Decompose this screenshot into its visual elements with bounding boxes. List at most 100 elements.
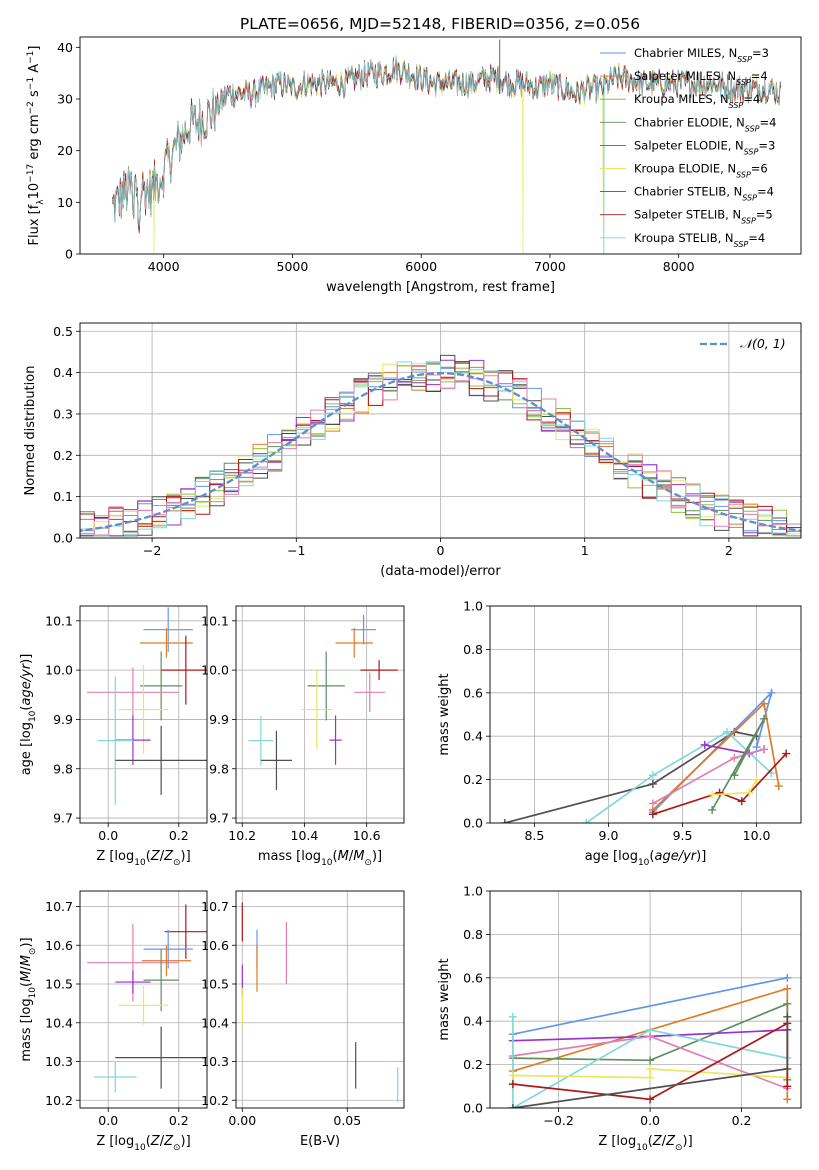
weight-point-marker bbox=[646, 1056, 655, 1065]
x-tick-label: 0.0 bbox=[98, 1113, 118, 1128]
x-tick-label: 0 bbox=[437, 543, 445, 558]
label-part: ⊙ bbox=[173, 1143, 181, 1153]
weight-point-marker bbox=[759, 714, 768, 723]
label-part: ( bbox=[146, 849, 151, 864]
label-part: )] bbox=[19, 937, 34, 947]
label-part: 10 bbox=[28, 710, 38, 722]
label-part: 10 bbox=[134, 1143, 146, 1153]
x-tick-label: 0.05 bbox=[333, 1113, 361, 1128]
y-tick-label: 10.4 bbox=[201, 1015, 229, 1030]
plot-area bbox=[248, 614, 398, 790]
legend-text-part: Chabrier STELIB, N bbox=[634, 185, 742, 199]
weight-point-marker bbox=[508, 1012, 517, 1021]
label-part: −17 bbox=[26, 164, 36, 183]
label-part: Z bbox=[163, 1134, 174, 1149]
legend-text-part: Kroupa ELODIE, N bbox=[634, 162, 736, 176]
y-tick-label: 20 bbox=[57, 143, 73, 158]
legend-text-part: SSP bbox=[737, 55, 752, 64]
label-part: ⊙ bbox=[364, 858, 372, 868]
weight-point-marker bbox=[646, 1095, 655, 1104]
label-part: Z bbox=[665, 1134, 676, 1149]
y-tick-label: 0.0 bbox=[53, 531, 73, 546]
weight-point-marker bbox=[783, 1012, 792, 1021]
weight-point-marker bbox=[646, 1064, 655, 1073]
figure-title: PLATE=0656, MJD=52148, FIBERID=0356, z=0… bbox=[240, 15, 640, 33]
label-part: mass [log bbox=[258, 849, 321, 864]
label-part: A bbox=[27, 64, 42, 77]
legend-entry: Chabrier MILES, NSSP=3 bbox=[634, 46, 769, 64]
y-tick-label: 10.1 bbox=[201, 613, 229, 628]
weight-point-marker bbox=[648, 779, 657, 788]
y-tick-label: 10.5 bbox=[45, 977, 73, 992]
weight-point-marker bbox=[730, 771, 739, 780]
label-part: λ bbox=[36, 199, 46, 205]
panel-mass_vs_EBV: 0.00 0.05 10.2 10.3 10.4 10.5 10.6 10.7 E(B-V) bbox=[201, 890, 405, 1149]
x-axis-label: Z [log10(Z/Z⊙)] bbox=[96, 849, 190, 868]
x-tick-label: 1 bbox=[581, 543, 589, 558]
y-tick-label: 10 bbox=[57, 195, 73, 210]
weight-point-marker bbox=[783, 973, 792, 982]
label-part: −2 bbox=[26, 101, 36, 114]
axes-frame bbox=[79, 605, 208, 824]
y-axis-label: mass weight bbox=[437, 673, 452, 755]
label-part: ] bbox=[27, 46, 42, 51]
x-tick-label: 4000 bbox=[148, 259, 180, 274]
legend-text-part: SSP bbox=[729, 101, 744, 110]
label-part: Z [log bbox=[96, 1134, 134, 1149]
weight-point-marker bbox=[783, 999, 792, 1008]
legend-entry: Kroupa MILES, NSSP=4 bbox=[634, 92, 760, 110]
y-tick-label: 1.0 bbox=[463, 884, 483, 899]
y-tick-label: 40 bbox=[57, 40, 73, 55]
x-tick-label: −2 bbox=[143, 543, 161, 558]
legend-text-part: Chabrier ELODIE, N bbox=[634, 115, 745, 129]
plot-area bbox=[87, 607, 207, 805]
legend-text-part: SSP bbox=[734, 239, 749, 248]
x-tick-label: 0.2 bbox=[169, 828, 189, 843]
panel-mass_vs_Z: 0.0 0.210.210.310.410.510.610.7Z [log10(Z… bbox=[19, 890, 208, 1153]
y-tick-label: 0.4 bbox=[463, 1014, 483, 1029]
normal-distribution-curve bbox=[80, 371, 801, 532]
y-tick-label: 1.0 bbox=[463, 599, 483, 614]
y-tick-label: 10.6 bbox=[201, 938, 229, 953]
label-part: ⊙ bbox=[173, 858, 181, 868]
label-part: / bbox=[160, 849, 165, 864]
label-part: Z bbox=[652, 1134, 663, 1149]
label-part: Z bbox=[150, 849, 161, 864]
y-tick-label: 10.6 bbox=[45, 938, 73, 953]
residual-histogram-step bbox=[80, 365, 801, 537]
label-part: Z bbox=[163, 849, 174, 864]
weight-point-marker bbox=[783, 1082, 792, 1091]
legend-text-part: =3 bbox=[758, 138, 775, 152]
plot-area bbox=[87, 904, 207, 1093]
legend-text-part: =3 bbox=[752, 46, 769, 60]
legend-entry: Kroupa STELIB, NSSP=4 bbox=[634, 231, 765, 249]
label-part: )] bbox=[181, 849, 191, 864]
residual-histogram-step bbox=[80, 362, 801, 537]
weight-point-marker bbox=[648, 810, 657, 819]
weight-point-marker bbox=[730, 753, 739, 762]
weight-point-marker bbox=[648, 771, 657, 780]
label-part: mass [log bbox=[19, 998, 34, 1061]
label-part: M bbox=[19, 955, 34, 966]
y-tick-label: 10.4 bbox=[45, 1015, 73, 1030]
x-axis-label: (data-model)/error bbox=[380, 564, 501, 579]
axes-frame bbox=[79, 890, 208, 1109]
label-part: 10 bbox=[27, 183, 42, 200]
x-tick-label: 10.2 bbox=[228, 828, 256, 843]
y-tick-label: 9.8 bbox=[209, 761, 229, 776]
label-part: 10 bbox=[321, 858, 333, 868]
label-part: / bbox=[160, 1134, 165, 1149]
weight-point-marker bbox=[646, 1025, 655, 1034]
x-tick-label: −1 bbox=[287, 543, 305, 558]
y-tick-label: 0.2 bbox=[53, 448, 73, 463]
axes-frame bbox=[79, 322, 802, 539]
x-tick-label: 10.6 bbox=[353, 828, 381, 843]
x-axis-label: E(B-V) bbox=[300, 1134, 340, 1149]
label-part: s bbox=[27, 90, 42, 101]
y-tick-label: 10.3 bbox=[45, 1054, 73, 1069]
panel-residuals: −2 −1 0 1 2 0.0 0.1 0.2 0.3 0.4 0.5 (data-model)/er… bbox=[23, 322, 802, 579]
label-part: age/yr bbox=[654, 849, 697, 864]
weight-point-marker bbox=[737, 797, 746, 806]
weight-point-marker bbox=[783, 1064, 792, 1073]
legend-entry: Salpeter ELODIE, NSSP=3 bbox=[634, 138, 775, 156]
